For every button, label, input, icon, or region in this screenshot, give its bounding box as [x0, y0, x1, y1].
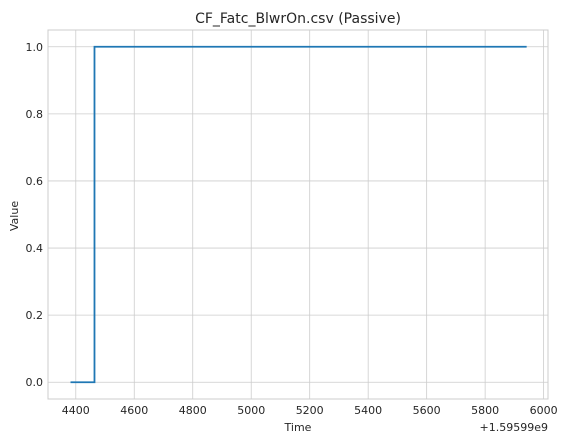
x-tick-label: 5600: [413, 404, 441, 417]
y-tick-label: 1.0: [26, 41, 44, 54]
y-tick-label: 0.4: [26, 242, 44, 255]
y-tick-label: 0.8: [26, 108, 44, 121]
series-layer: [71, 47, 527, 382]
x-tick-label: 5800: [471, 404, 499, 417]
x-tick-label: 5200: [296, 404, 324, 417]
series-line: [71, 47, 527, 382]
chart-title: CF_Fatc_BlwrOn.csv (Passive): [195, 11, 401, 27]
x-tick-labels: 4400 4600 4800 5000 5200 5400 5600 5800 6000: [62, 404, 558, 417]
x-tick-label: 6000: [530, 404, 558, 417]
y-tick-label: 0.2: [26, 309, 44, 322]
y-tick-labels: 0.0 0.2 0.4 0.6 0.8 1.0: [26, 41, 44, 389]
x-axis-label: Time: [284, 421, 312, 434]
x-tick-label: 4800: [179, 404, 207, 417]
x-tick-label: 5400: [354, 404, 382, 417]
y-axis-label: Value: [8, 201, 21, 231]
y-tick-label: 0.6: [26, 175, 44, 188]
plot-frame: [48, 30, 548, 399]
x-tick-label: 4600: [120, 404, 148, 417]
grid-lines: [48, 30, 548, 399]
y-tick-label: 0.0: [26, 376, 44, 389]
x-axis-offset-label: +1.59599e9: [480, 421, 548, 434]
x-tick-label: 5000: [237, 404, 265, 417]
x-tick-label: 4400: [62, 404, 90, 417]
